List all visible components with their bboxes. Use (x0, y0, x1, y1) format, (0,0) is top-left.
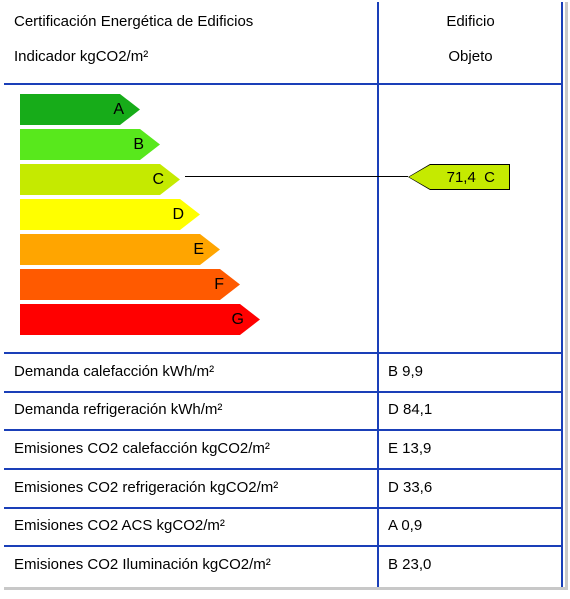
column-divider (377, 2, 379, 587)
energy-class-e-arrow: E (20, 234, 220, 265)
energy-class-d-arrow: D (20, 199, 200, 230)
energy-class-label: C (152, 170, 164, 188)
energy-class-label: F (214, 275, 224, 293)
energy-class-label: A (113, 100, 124, 118)
row-divider (4, 391, 563, 393)
indicator-label: Indicador kgCO2/m² (14, 48, 149, 65)
building-column-subtitle: Objeto (448, 48, 493, 65)
row-value: E 13,9 (388, 440, 432, 457)
row-divider (4, 507, 563, 509)
row-label: Emisiones CO2 Iluminación kgCO2/m² (14, 556, 271, 573)
building-rating-value: 71,4 C (446, 168, 495, 186)
energy-class-label: B (133, 135, 144, 153)
row-label: Demanda calefacción kWh/m² (14, 363, 215, 380)
right-border (561, 2, 563, 587)
row-divider (4, 468, 563, 470)
row-value: D 33,6 (388, 479, 433, 496)
row-divider (4, 545, 563, 547)
building-rating-pointer: 71,4 C (408, 164, 510, 190)
energy-class-label: E (193, 240, 204, 258)
energy-class-b-arrow: B (20, 129, 160, 160)
energy-class-label: G (231, 310, 244, 328)
energy-class-g-arrow: G (20, 304, 260, 335)
row-value: B 23,0 (388, 556, 432, 573)
energy-class-a-arrow: A (20, 94, 140, 125)
row-value: A 0,9 (388, 517, 423, 534)
energy-class-c-arrow: C (20, 164, 180, 195)
row-divider (4, 429, 563, 431)
row-value: D 84,1 (388, 401, 433, 418)
indicator-connector-line (185, 176, 408, 177)
energy-class-label: D (172, 205, 184, 223)
row-label: Emisiones CO2 calefacción kgCO2/m² (14, 440, 270, 457)
energy-class-f-arrow: F (20, 269, 240, 300)
building-column-title: Edificio (446, 13, 495, 30)
row-value: B 9,9 (388, 363, 424, 380)
row-label: Demanda refrigeración kWh/m² (14, 401, 223, 418)
row-label: Emisiones CO2 refrigeración kgCO2/m² (14, 479, 279, 496)
pointer-fill: 71,4 C (409, 165, 509, 189)
header-divider (4, 83, 563, 85)
certificate-title: Certificación Energética de Edificios (14, 13, 254, 30)
row-label: Emisiones CO2 ACS kgCO2/m² (14, 517, 225, 534)
row-divider (4, 352, 563, 354)
